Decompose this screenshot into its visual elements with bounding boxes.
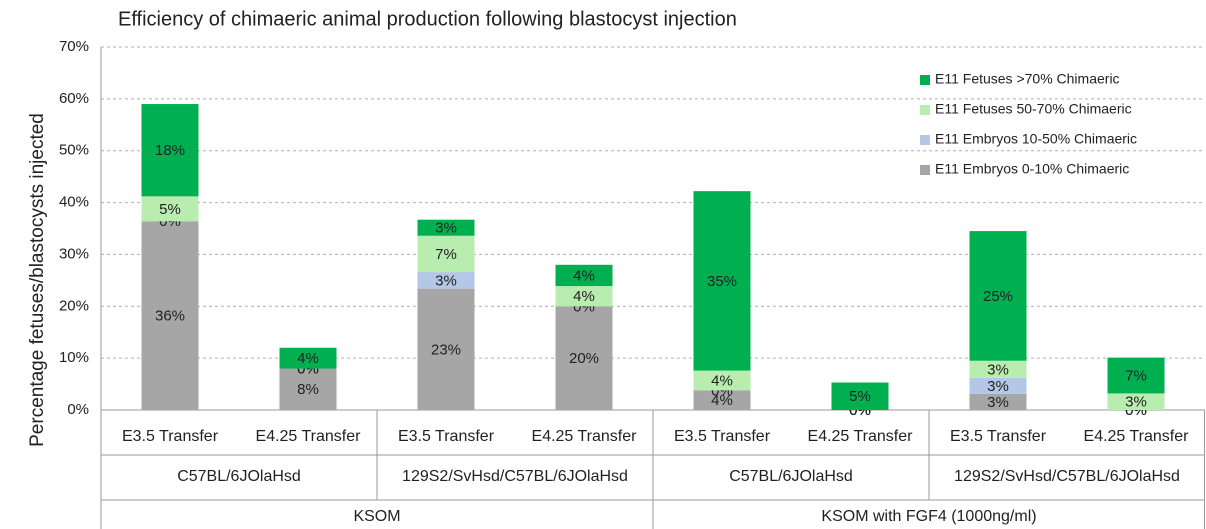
bar-segment [555,286,613,307]
bar-segment [831,382,889,410]
bar-segment [417,219,475,236]
bar-segment [279,368,337,410]
bar-segment [417,235,475,273]
x-tick-label: E4.25 Transfer [532,428,638,445]
bar-segment [141,221,199,410]
bar-segment [141,104,199,197]
group-label: 129S2/SvHsd/C57BL/6JOlaHsd [954,468,1180,485]
bar-segment [555,264,613,287]
value-label: 7% [435,246,457,263]
value-label: 36% [155,308,185,325]
x-tick-label: E4.25 Transfer [256,428,362,445]
value-label: 4% [711,392,733,409]
value-label: 3% [987,378,1009,395]
legend-label: E11 Embryos 10-50% Chimaeric [935,131,1137,147]
value-label: 35% [707,273,737,290]
group-label: C57BL/6JOlaHsd [729,468,853,485]
y-tick-label: 70% [59,38,89,55]
legend-label: E11 Fetuses 50-70% Chimaeric [935,101,1132,117]
value-label: 3% [1125,394,1147,411]
group-label: KSOM [353,508,400,525]
y-tick-label: 50% [59,142,89,159]
bar-segment [693,390,751,410]
bar-segment [693,191,751,371]
value-label: 4% [297,350,319,367]
bar-segment [693,370,751,391]
y-axis-label: Percentage fetuses/blastocysts injected [27,113,48,447]
bar-segment [417,288,475,410]
value-label: 18% [155,142,185,159]
value-label: 4% [711,372,733,389]
group-label: C57BL/6JOlaHsd [177,468,301,485]
y-tick-label: 10% [59,349,89,366]
value-label: 3% [435,272,457,289]
group-label: 129S2/SvHsd/C57BL/6JOlaHsd [402,468,628,485]
y-tick-label: 0% [67,401,89,418]
x-tick-label: E3.5 Transfer [398,428,495,445]
legend-swatch [920,75,930,85]
value-label: 5% [159,201,181,218]
value-label: 3% [435,220,457,237]
legend-swatch [920,165,930,175]
bar-segment [555,306,613,410]
value-label: 4% [573,288,595,305]
value-label: 5% [849,388,871,405]
x-tick-label: E3.5 Transfer [950,428,1047,445]
bar-segment [1107,357,1165,394]
value-label: 3% [987,394,1009,411]
legend-label: E11 Fetuses >70% Chimaeric [935,71,1120,87]
x-tick-label: E3.5 Transfer [674,428,771,445]
bar-segment [141,196,199,222]
bar-segment [1107,393,1165,410]
x-tick-label: E4.25 Transfer [1084,428,1190,445]
value-label: 4% [573,267,595,284]
x-tick-label: E3.5 Transfer [122,428,219,445]
value-label: 20% [569,350,599,367]
x-tick-label: E4.25 Transfer [808,428,914,445]
value-label: 23% [431,341,461,358]
bar-segment [969,393,1027,410]
y-tick-label: 40% [59,194,89,211]
value-label: 7% [1125,367,1147,384]
bar-segment [417,272,475,289]
chart-title: Efficiency of chimaeric animal productio… [118,8,737,30]
value-label: 25% [983,288,1013,305]
bar-segment [279,347,337,369]
y-tick-label: 20% [59,297,89,314]
legend-swatch [920,105,930,115]
y-tick-label: 60% [59,90,89,107]
legend-label: E11 Embryos 0-10% Chimaeric [935,161,1129,177]
legend-swatch [920,135,930,145]
value-label: 3% [987,361,1009,378]
bar-segment [969,360,1027,378]
bar-segment [969,377,1027,394]
y-tick-label: 30% [59,245,89,262]
value-label: 8% [297,381,319,398]
group-label: KSOM with FGF4 (1000ng/ml) [821,508,1036,525]
bar-segment [969,231,1027,361]
